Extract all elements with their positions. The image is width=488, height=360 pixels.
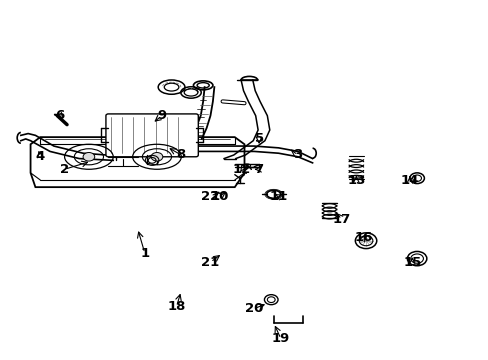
Text: 4: 4 — [36, 150, 45, 163]
Text: 22: 22 — [201, 190, 219, 203]
Text: 17: 17 — [332, 213, 350, 226]
FancyBboxPatch shape — [106, 114, 198, 157]
Text: 21: 21 — [201, 256, 219, 269]
Text: 15: 15 — [402, 256, 421, 269]
Text: 6: 6 — [55, 109, 64, 122]
Text: 18: 18 — [167, 300, 185, 313]
Text: 2: 2 — [60, 163, 69, 176]
Text: 11: 11 — [269, 190, 287, 203]
Text: 9: 9 — [157, 109, 166, 122]
Text: 13: 13 — [346, 174, 365, 186]
Text: 8: 8 — [176, 148, 185, 162]
Text: 3: 3 — [293, 148, 302, 162]
Text: 7: 7 — [254, 163, 263, 176]
Text: 20: 20 — [244, 302, 263, 315]
Text: 14: 14 — [400, 174, 418, 186]
Polygon shape — [30, 137, 244, 187]
Text: 1: 1 — [140, 247, 149, 260]
Text: 16: 16 — [354, 231, 372, 244]
Text: 19: 19 — [271, 333, 289, 346]
Circle shape — [83, 153, 95, 161]
Circle shape — [151, 153, 163, 161]
Text: 10: 10 — [210, 190, 229, 203]
Text: 12: 12 — [232, 163, 251, 176]
Text: 5: 5 — [254, 132, 263, 145]
